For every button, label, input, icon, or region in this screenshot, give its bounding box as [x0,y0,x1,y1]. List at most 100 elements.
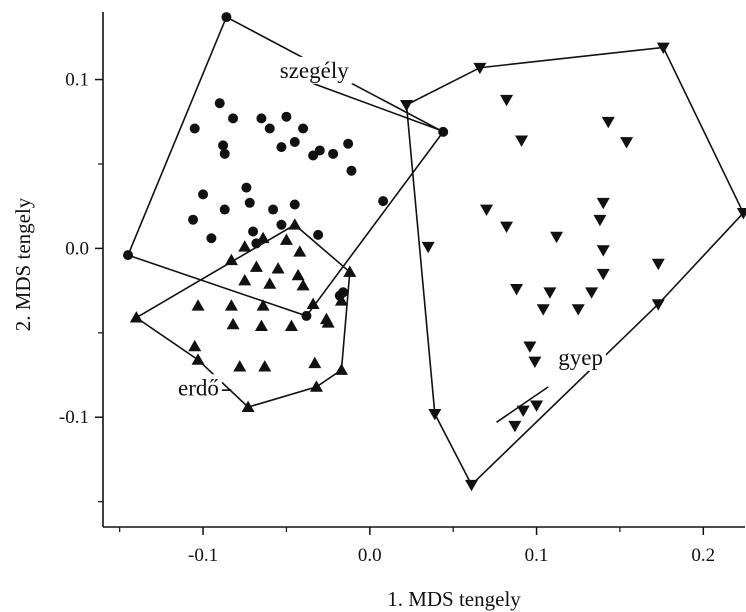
point-circle [206,233,217,244]
group-label-erdo: erdő [178,375,219,400]
point-circle [378,196,389,207]
point-circle [276,142,287,153]
point-triangle-down [428,408,442,421]
point-circle [214,98,225,109]
point-triangle-up [224,253,238,266]
point-circle [328,148,339,159]
axes: -0.1 0.0 0.1 0.2 -0.1 0.0 0.1 [59,12,745,566]
point-circle [198,189,209,200]
point-triangle-up [309,380,323,392]
point-triangle-down [596,197,610,210]
group-label-szegely: szegély [280,58,349,83]
point-triangle-down [473,62,487,75]
point-triangle-up [271,262,285,274]
x-tick-label: -0.1 [188,545,218,566]
point-triangle-up [293,245,307,257]
point-triangle-down [523,341,537,353]
point-circle [313,229,324,240]
point-triangle-up [258,360,272,372]
point-triangle-up [308,356,322,369]
point-circle [219,148,230,159]
point-circle [289,137,300,148]
x-tick-label: 0.1 [525,545,549,566]
point-circle [248,226,259,237]
hull-triangle-up [134,223,351,409]
point-triangle-up [249,260,263,272]
point-triangle-up [238,273,252,286]
point-circle [276,219,287,230]
label-background [555,343,606,371]
point-triangle-up [191,299,205,311]
point-triangle-down [500,94,514,107]
point-triangle-up [233,360,247,372]
point-triangle-up [291,268,305,281]
point-circle [221,12,232,23]
point-triangle-down [651,299,665,311]
point-circle [298,123,309,134]
point-triangle-up [224,299,238,311]
point-triangle-down [508,420,522,433]
point-triangle-down [500,221,514,233]
point-circle [343,138,354,149]
point-circle [123,250,134,261]
point-triangle-up [334,363,348,375]
label-background [175,374,222,402]
point-triangle-down [656,42,670,54]
point-triangle-down [571,304,585,316]
group-label-gyep: gyep [558,345,603,370]
point-circle [241,182,252,193]
point-triangle-up [284,319,298,331]
point-circle [256,113,267,124]
point-triangle-down [399,99,413,112]
point-triangle-up [238,240,252,252]
point-triangle-up [306,297,320,309]
point-triangle-up [321,316,335,328]
point-triangle-up [343,265,357,277]
point-triangle-down [543,287,557,299]
point-circle [301,310,312,321]
point-triangle-down [601,116,615,129]
data-points [123,12,746,492]
point-circle [189,123,200,134]
point-circle [438,126,449,137]
point-triangle-up [288,218,302,230]
point-circle [281,111,292,122]
point-circle [218,140,229,151]
point-triangle-down [593,214,607,227]
point-triangle-down [465,479,479,492]
point-triangle-down [536,304,550,316]
group-labels: szegély erdő gyep [175,56,606,402]
point-triangle-up [334,294,348,306]
point-triangle-down [585,287,599,299]
point-circle [188,214,199,225]
point-triangle-down [736,208,746,220]
point-triangle-up [226,317,240,330]
point-triangle-down [515,135,529,147]
point-triangle-up [191,353,205,365]
point-triangle-down [596,245,610,257]
point-triangle-down [421,241,435,254]
leader-line [496,386,549,423]
point-triangle-down [528,356,542,369]
x-tick-label: 0.2 [691,545,715,566]
point-triangle-up [254,319,268,331]
point-triangle-up [296,279,310,291]
point-circle [219,204,230,215]
y-axis-title: 2. MDS tengely [11,197,35,331]
hull-triangle-down [405,46,745,487]
y-tick-label: -0.1 [59,407,89,428]
y-tick-label: 0.0 [65,238,89,259]
point-circle [228,113,239,124]
x-ticks: -0.1 0.0 0.1 0.2 [119,527,715,566]
point-triangle-up [129,311,143,323]
point-triangle-down [651,258,665,271]
point-circle [308,150,319,161]
point-triangle-down [516,405,530,417]
y-tick-label: 0.1 [65,70,89,91]
point-triangle-down [596,268,610,281]
point-circle [244,197,255,208]
leader-line [311,82,446,133]
point-triangle-down [530,400,544,412]
point-triangle-up [256,299,270,311]
